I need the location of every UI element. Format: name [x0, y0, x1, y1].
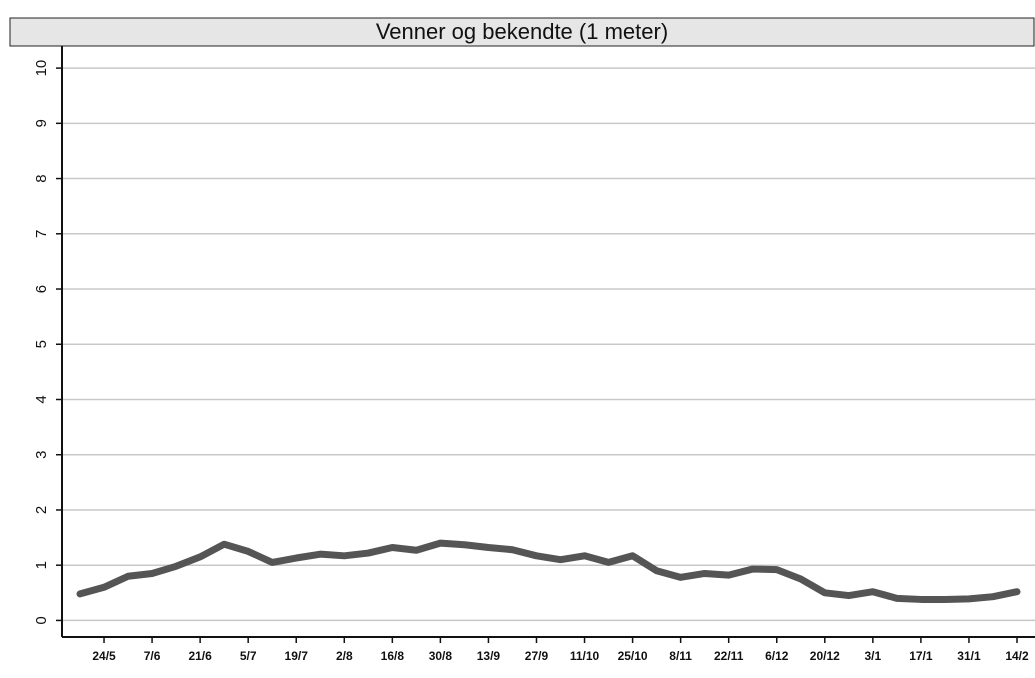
x-tick-label: 21/6 [188, 649, 212, 663]
y-tick-label: 6 [33, 285, 50, 293]
x-tick-label: 20/12 [810, 649, 840, 663]
x-tick-label: 19/7 [285, 649, 309, 663]
y-tick-label: 9 [33, 119, 50, 127]
chart-title: Venner og bekendte (1 meter) [376, 19, 668, 44]
y-tick-label: 7 [33, 230, 50, 238]
x-tick-label: 22/11 [714, 649, 744, 663]
y-tick-label: 8 [33, 174, 50, 182]
x-tick-label: 11/10 [570, 649, 600, 663]
x-tick-label: 16/8 [381, 649, 405, 663]
x-tick-label: 25/10 [618, 649, 648, 663]
x-tick-label: 27/9 [525, 649, 549, 663]
y-tick-label: 4 [33, 395, 50, 403]
y-tick-label: 0 [33, 616, 50, 624]
x-tick-label: 3/1 [865, 649, 882, 663]
x-tick-label: 17/1 [909, 649, 933, 663]
x-tick-label: 14/2 [1005, 649, 1029, 663]
line [76, 539, 1021, 603]
x-tick-label: 31/1 [957, 649, 981, 663]
title-bar [9, 17, 1035, 47]
x-tick-label: 7/6 [144, 649, 161, 663]
x-tick-label: 6/12 [765, 649, 789, 663]
y-tick-label: 2 [33, 506, 50, 514]
x-tick-label: 8/11 [669, 649, 692, 663]
x-tick-label: 30/8 [429, 649, 453, 663]
y-tick-label: 3 [33, 451, 50, 459]
x-tick-label: 13/9 [477, 649, 501, 663]
y-tick-label: 1 [33, 561, 50, 569]
x-tick-label: 2/8 [336, 649, 353, 663]
y-tick-label: 10 [33, 60, 50, 77]
x-tick-label: 24/5 [92, 649, 116, 663]
x-tick-label: 5/7 [240, 649, 257, 663]
y-tick-label: 5 [33, 340, 50, 348]
